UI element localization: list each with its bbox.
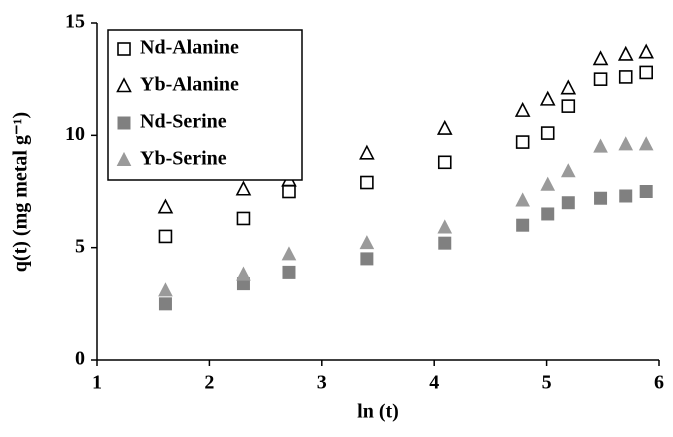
- x-tick-label: 4: [429, 372, 439, 394]
- point: [359, 235, 375, 250]
- point: [437, 155, 452, 170]
- point: [593, 72, 608, 86]
- x-tick-label: 1: [92, 372, 102, 394]
- point: [282, 184, 296, 199]
- point: [619, 189, 633, 203]
- point: [515, 192, 530, 207]
- point: [516, 218, 530, 232]
- y-tick-label: 10: [65, 123, 85, 145]
- legend-marker: [117, 116, 131, 130]
- point: [593, 138, 608, 153]
- point: [639, 185, 653, 198]
- legend-marker: [116, 77, 132, 93]
- point: [158, 282, 173, 297]
- y-axis-label: q(t) (mg metal g⁻¹): [10, 112, 32, 272]
- point: [515, 135, 530, 149]
- point: [617, 45, 634, 61]
- point: [561, 196, 575, 210]
- point: [359, 144, 375, 160]
- point: [540, 176, 556, 191]
- point: [561, 99, 576, 113]
- point: [437, 219, 453, 234]
- point: [560, 79, 577, 95]
- point: [360, 175, 374, 190]
- point: [618, 70, 633, 84]
- point: [539, 90, 556, 106]
- legend-label: Nd-Alanine: [140, 37, 239, 59]
- legend-label: Nd-Serine: [140, 111, 227, 133]
- legend-marker: [117, 42, 131, 56]
- point: [281, 246, 297, 261]
- x-tick-label: 6: [654, 372, 664, 394]
- point: [438, 236, 452, 250]
- point: [282, 265, 296, 279]
- point: [514, 101, 531, 117]
- point: [158, 297, 172, 311]
- y-tick-label: 15: [65, 11, 85, 33]
- y-tick-label: 5: [75, 235, 85, 257]
- legend-label: Yb-Serine: [140, 148, 227, 170]
- y-tick-label: 0: [75, 348, 85, 370]
- legend-marker: [116, 151, 132, 166]
- legend-box: [107, 29, 303, 181]
- legend-label: Yb-Alanine: [140, 74, 239, 96]
- point: [540, 126, 555, 140]
- x-axis-label: ln (t): [357, 401, 399, 423]
- point: [360, 252, 374, 266]
- x-tick-label: 5: [542, 372, 552, 394]
- point: [639, 65, 653, 80]
- point: [560, 163, 576, 178]
- point: [638, 136, 654, 151]
- point: [592, 50, 609, 66]
- point: [158, 229, 173, 244]
- point: [236, 211, 251, 226]
- point: [235, 180, 252, 196]
- point: [618, 136, 634, 151]
- x-tick-label: 2: [204, 372, 214, 394]
- point: [594, 191, 608, 205]
- point: [436, 119, 453, 135]
- x-tick-label: 3: [317, 372, 327, 394]
- point: [541, 207, 555, 221]
- point: [157, 198, 174, 214]
- point: [638, 43, 655, 59]
- point: [236, 266, 251, 281]
